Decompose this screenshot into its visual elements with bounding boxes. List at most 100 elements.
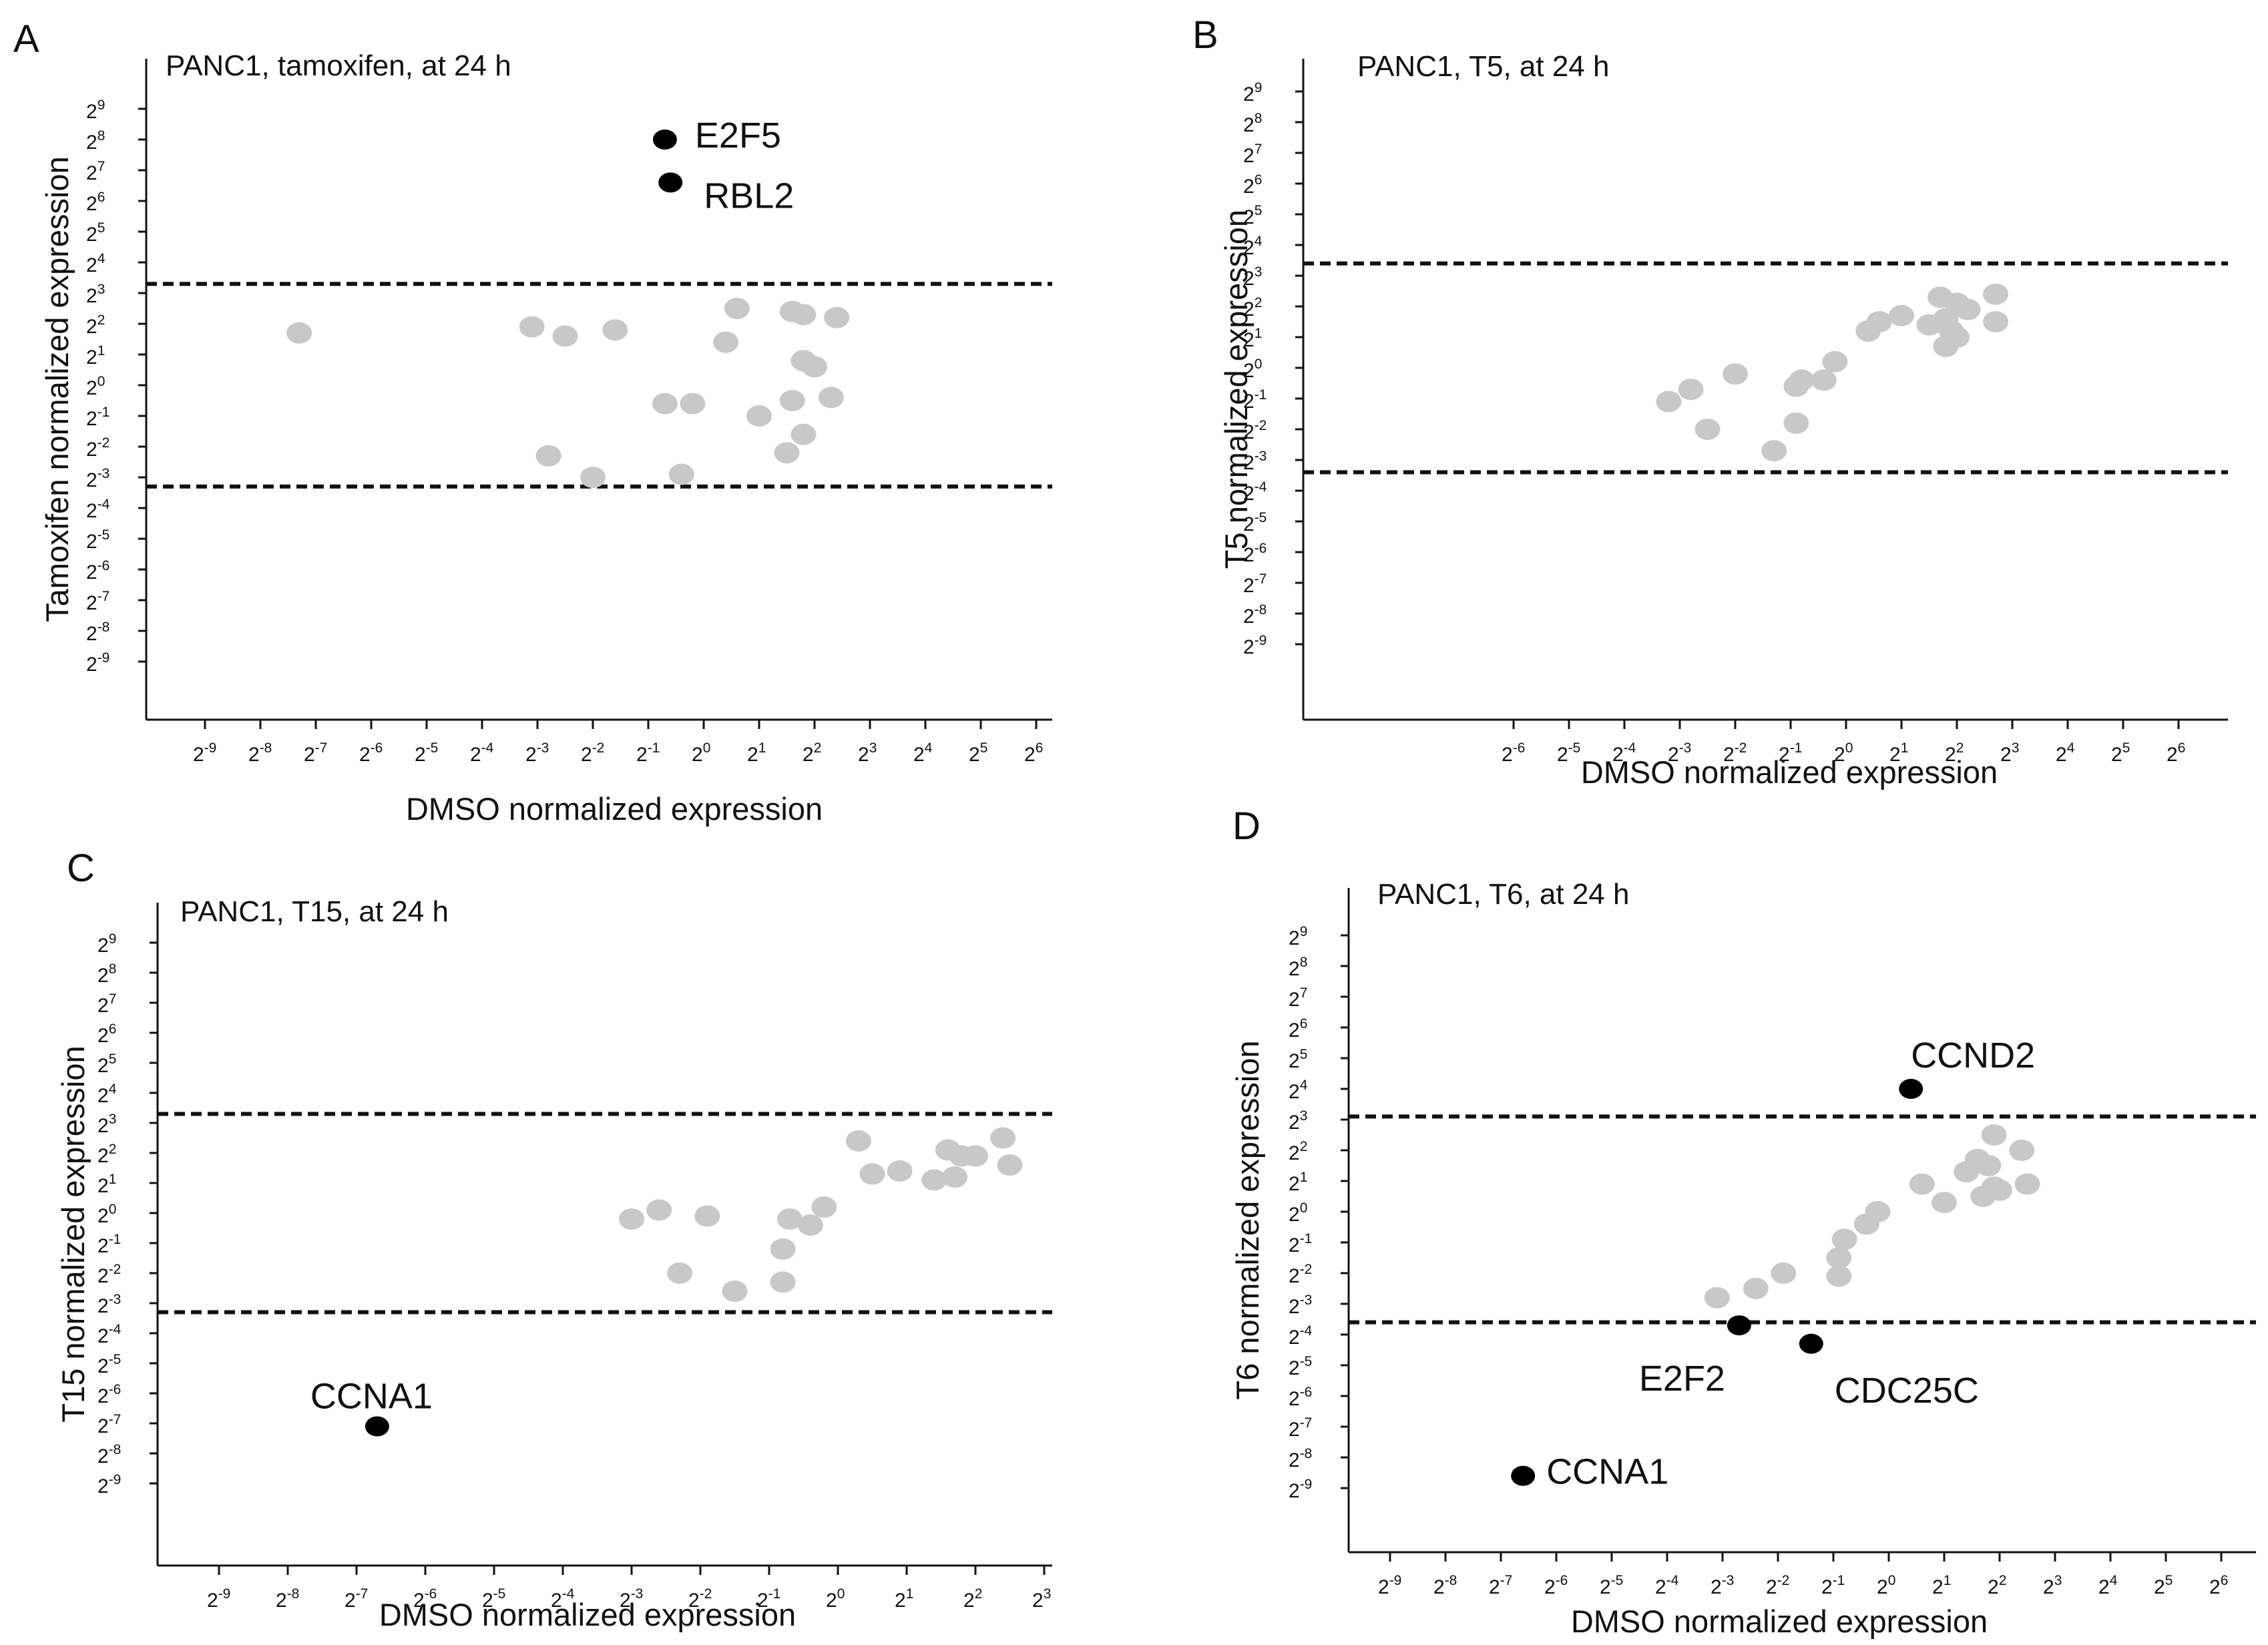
panel-d-x-tick-label: 23 [2043,1573,2062,1598]
panel-b-x-tick-label: 2-1 [1779,740,1802,766]
panel-c-y-label: T15 normalized expression [55,1045,91,1422]
panel-b-data-point [1694,419,1721,440]
panel-d-data-point [1976,1155,2002,1176]
panel-b-data-point [1983,283,2009,305]
panel-c-y-tick-label: 2-7 [97,1412,121,1437]
panel-c-x-tick-label-text: 2-4 [551,1586,575,1612]
panel-c-y-tick-label: 20 [97,1202,116,1227]
panel-c-y-tick-label-text: 2-2 [97,1262,121,1287]
panel-a-x-tick-label-text: 2-7 [304,740,327,766]
panel-c-x-tick-label-text: 2-7 [345,1586,368,1612]
panel-c-data-point [942,1166,968,1188]
panel-a-data-point [602,319,628,341]
panel-c-x-tick-label: 21 [895,1586,913,1612]
panel-b-y-tick-label-text: 22 [1243,295,1262,320]
panel-d-y-tick-label-text: 2-4 [1289,1323,1313,1349]
panel-c-x-tick-label: 2-1 [757,1586,780,1612]
panel-b-data-point [1678,379,1704,401]
panel-b-y-tick-label: 2-1 [1243,387,1267,413]
panel-c-y-tick-label: 28 [97,961,116,987]
panel-a-y-tick-label: 26 [86,190,105,215]
panel-a-y-tick-label: 22 [86,312,105,338]
panel-b-data-point [1889,304,1914,326]
panel-b-data-point [1811,369,1837,391]
panel-b-x-tick-label: 22 [1945,740,1964,766]
panel-c-y-tick-label: 25 [97,1051,116,1077]
panel-b-y-tick-label: 28 [1243,111,1262,136]
panel-a-data-point [802,356,827,378]
panel-b-y-tick-label-text: 2-8 [1243,602,1267,628]
panel-a-y-tick-label-text: 24 [86,251,105,276]
panel-a-data-point [818,387,844,409]
panel-c-y-tick-label: 27 [97,991,116,1017]
panel-c-x-tick-label-text: 2-6 [413,1586,437,1612]
panel-a-title: PANC1, tamoxifen, at 24 h [166,49,511,82]
panel-d-data-point [1743,1278,1769,1299]
panel-a-y-tick-label: 2-7 [86,589,109,614]
panel-a-x-tick-label-text: 2-1 [636,740,660,766]
panel-a-x-tick-label-text: 20 [692,740,710,766]
panel-a-y-tick-label: 23 [86,282,105,307]
panel-d-y-tick-label: 2-1 [1289,1231,1312,1256]
panel-c-y-tick-label-text: 2-5 [97,1352,121,1377]
panel-c-highlight-point-ccna1 [365,1416,389,1437]
panel-c-data-point [776,1208,803,1230]
panel-a-x-tick-label-text: 2-6 [359,740,383,766]
panel-c-x-tick-label: 20 [826,1586,845,1612]
panel-c-y-tick-label: 2-5 [97,1352,121,1377]
panel-d-y-tick-label-text: 20 [1289,1200,1307,1226]
panel-d-x-tick-label: 22 [1988,1573,2006,1598]
panel-b-y-tick-label-text: 27 [1243,142,1262,167]
panel-b-y-label: T5 normalized expression [1218,210,1254,569]
panel-a-x-tick-label: 20 [692,740,710,766]
panel-a-x-tick-label-text: 2-4 [470,740,494,766]
panel-b-x-tick-label-text: 23 [2000,740,2019,766]
panel-c-x-tick-label-text: 20 [826,1586,845,1612]
panel-c-y-tick-label-text: 28 [97,961,116,987]
panel-a-x-tick-label-text: 24 [913,740,933,766]
panel-d: D PANC1, T6, at 24 h 29 28 27 26 25 24 23 22 21 20 2… [1230,804,2256,1639]
panel-b-x-tick-label: 25 [2111,740,2130,766]
panel-c-x-tick-label: 22 [963,1586,982,1612]
panel-a-y-tick-label-text: 22 [86,312,105,338]
panel-c-y-tick-label-text: 25 [97,1051,116,1077]
panel-a-y-tick-label-text: 27 [86,159,105,184]
panel-a-y-tick-label-text: 2-6 [86,558,109,583]
panel-c-y-tick-label-text: 20 [97,1202,116,1227]
panel-d-y-tick-label: 2-2 [1289,1262,1312,1287]
panel-c-data-point [797,1214,823,1236]
panel-b-y-tick-label: 20 [1243,357,1262,382]
panel-c-x-tick-label-text: 2-1 [757,1586,780,1612]
panel-b-y-tick-label-text: 26 [1243,172,1262,198]
panel-b-x-tick-label-text: 2-6 [1502,740,1525,766]
panel-a-x-tick-label-text: 23 [858,740,877,766]
panel-b-y-tick-label: 29 [1243,80,1262,105]
panel-c-y-tick-label: 24 [97,1082,117,1107]
panel-a-x-tick-label: 25 [969,740,987,766]
panel-c-y-tick-label-text: 23 [97,1112,116,1137]
panel-d-data-point [1981,1124,2007,1146]
panel-c-y-tick-label-text: 2-9 [97,1472,121,1497]
panel-a-data-point [580,467,606,488]
panel-b-y-tick-label: 26 [1243,172,1262,198]
panel-b-data-point [1955,298,1981,320]
panel-a-y-tick-label-text: 2-9 [86,650,109,676]
panel-a-x-label: DMSO normalized expression [406,791,823,827]
panel-d-title: PANC1, T6, at 24 h [1377,878,1629,911]
panel-d-data-point [1831,1228,1857,1250]
panel-a-x-tick-label: 21 [747,740,766,766]
panel-b-y-tick-label-text: 2-6 [1243,541,1267,566]
panel-a-y-tick-label: 2-3 [86,466,109,491]
panel-a-data-point [824,306,850,328]
panel-d-x-tick-label: 2-8 [1433,1573,1457,1598]
panel-a-data-point [519,316,545,338]
panel-c-y-tick-label: 22 [97,1142,116,1167]
panel-b-x-tick-label-text: 2-2 [1723,740,1747,766]
panel-b-x-tick-label: 2-2 [1723,740,1747,766]
panel-d-y-tick-label: 2-4 [1289,1323,1313,1349]
panel-b-x-tick-label-text: 2-1 [1779,740,1802,766]
panel-c-data-point [963,1145,988,1167]
panel-a-y-tick-label: 20 [86,374,105,399]
panel-a-y-tick-label-text: 2-1 [86,405,109,430]
